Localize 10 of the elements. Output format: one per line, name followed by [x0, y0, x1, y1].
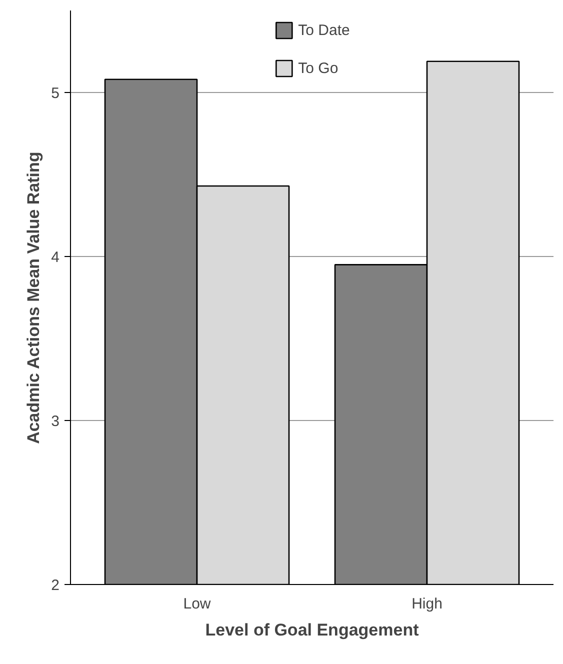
- y-tick-label: 5: [51, 85, 60, 102]
- y-axis-title: Acadmic Actions Mean Value Rating: [24, 152, 44, 444]
- x-axis-title: Level of Goal Engagement: [205, 620, 420, 640]
- x-tick-label: Low: [183, 596, 211, 612]
- legend-label: To Go: [298, 60, 338, 76]
- y-tick-label: 2: [51, 577, 60, 594]
- x-tick-label: High: [412, 596, 442, 612]
- legend-label: To Date: [298, 22, 350, 38]
- y-tick-label: 3: [51, 413, 60, 430]
- y-tick-label: 4: [51, 249, 60, 266]
